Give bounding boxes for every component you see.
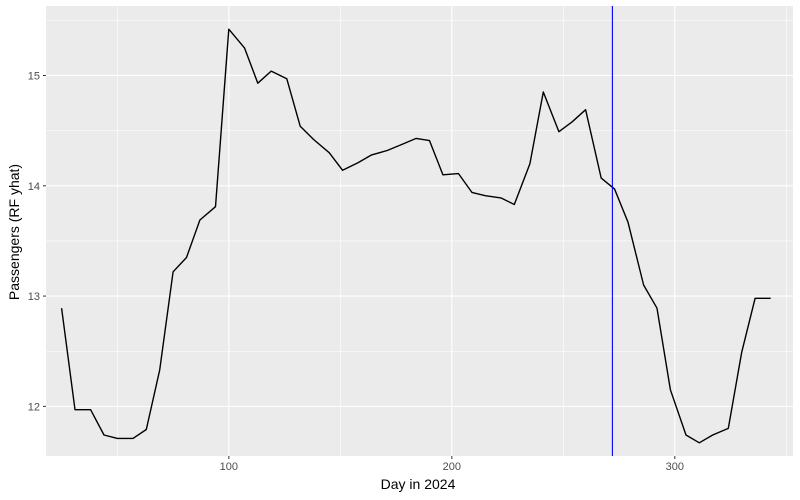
- x-axis-label: Day in 2024: [381, 476, 456, 492]
- y-tick-label: 15: [28, 70, 40, 82]
- minor-gridlines: [46, 6, 793, 456]
- x-tick-label: 100: [220, 461, 238, 473]
- plot-panel: [46, 6, 793, 456]
- x-axis-ticks: 100 200 300: [220, 456, 684, 473]
- x-tick-label: 200: [443, 461, 461, 473]
- y-tick-label: 12: [28, 401, 40, 413]
- major-gridlines: [46, 6, 793, 456]
- y-axis-ticks: 12 13 14 15: [28, 70, 46, 413]
- y-tick-label: 14: [28, 181, 40, 193]
- series-line: [60, 28, 771, 444]
- x-tick-label: 300: [666, 461, 684, 473]
- y-axis-label: Passengers (RF yhat): [6, 164, 22, 300]
- y-tick-label: 13: [28, 291, 40, 303]
- series-layer: [60, 28, 771, 444]
